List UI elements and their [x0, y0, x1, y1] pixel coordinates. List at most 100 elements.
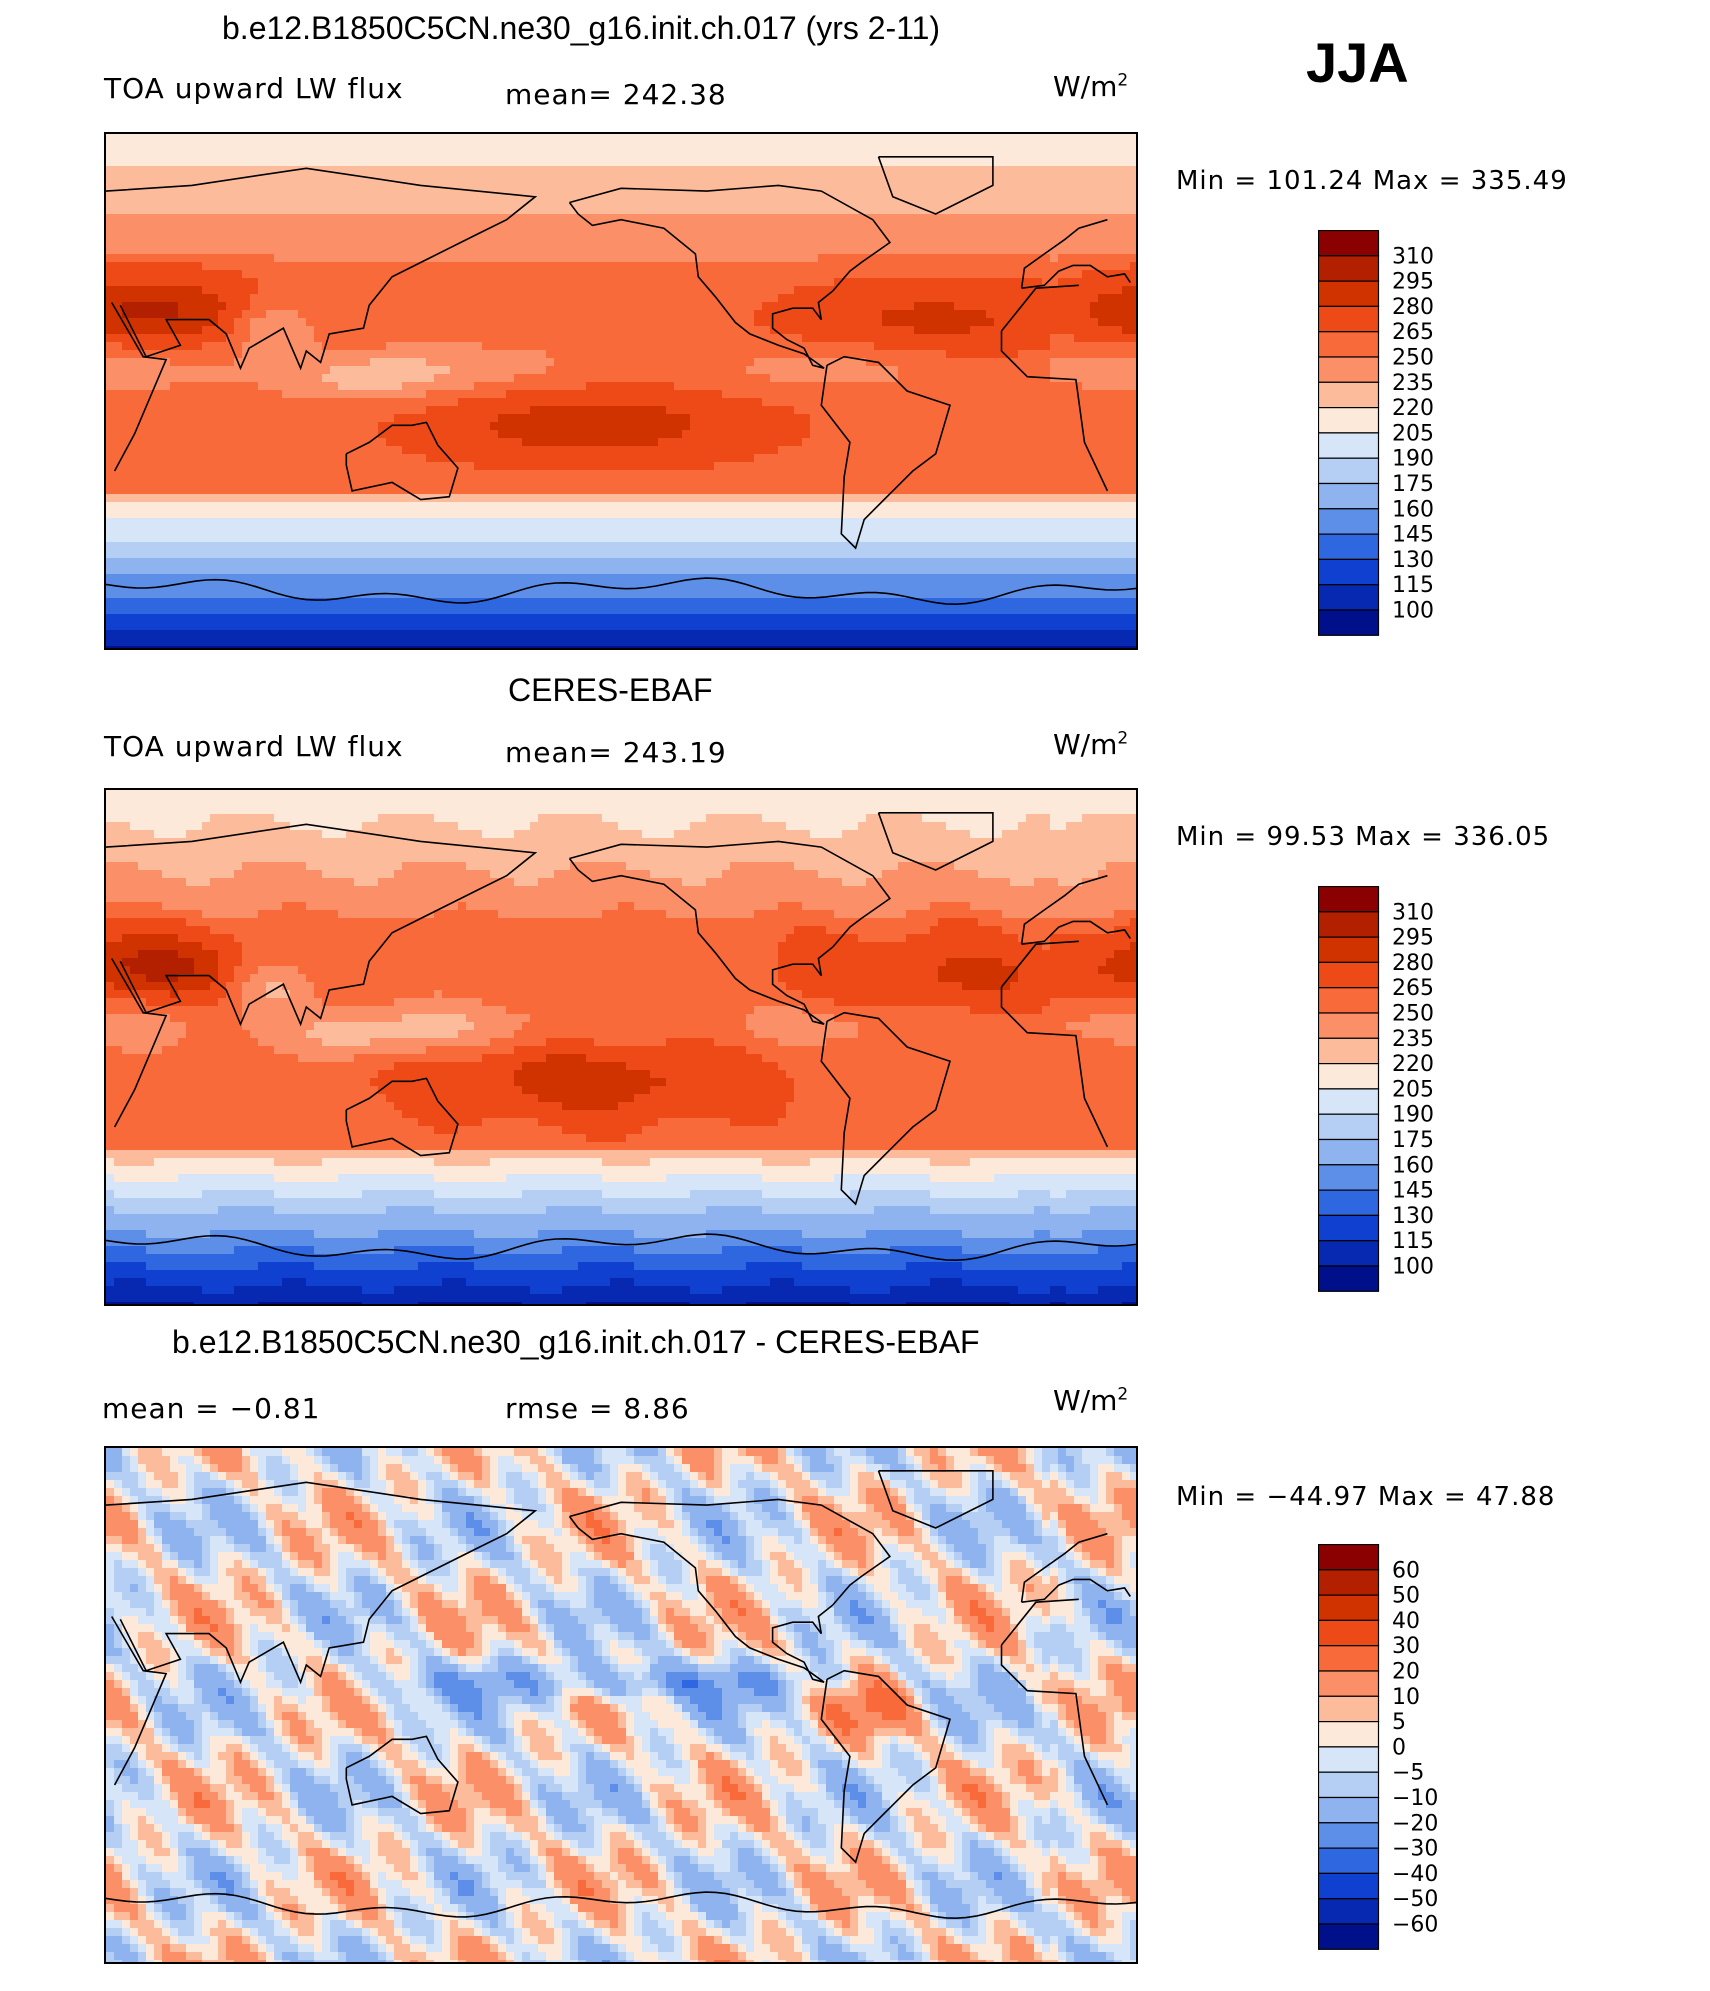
map-cell: [818, 294, 827, 303]
map-cell: [1026, 254, 1035, 263]
map-cell: [930, 238, 939, 247]
map-cell: [466, 318, 475, 327]
map-cell: [674, 310, 683, 319]
map-cell: [610, 422, 619, 431]
map-cell: [562, 206, 571, 215]
map-cell: [226, 406, 235, 415]
map-cell: [1042, 326, 1051, 335]
map-cell: [642, 414, 651, 423]
map-cell: [1114, 198, 1123, 207]
map-cell: [834, 438, 843, 447]
map-cell: [1074, 270, 1083, 279]
map-cell: [682, 230, 691, 239]
map-cell: [194, 190, 203, 199]
map-cell: [322, 398, 331, 407]
map-cell: [970, 222, 979, 231]
map-cell: [1122, 414, 1131, 423]
map-cell: [786, 166, 795, 175]
map-cell: [682, 406, 691, 415]
map-cell: [826, 374, 835, 383]
map-cell: [362, 134, 371, 143]
map-cell: [338, 166, 347, 175]
map-cell: [474, 134, 483, 143]
map-cell: [658, 430, 667, 439]
map-cell: [514, 414, 523, 423]
map-cell: [794, 366, 803, 375]
map-cell: [770, 246, 779, 255]
map-cell: [906, 182, 915, 191]
map-cell: [770, 366, 779, 375]
map-cell: [1026, 358, 1035, 367]
map-cell: [226, 342, 235, 351]
map-cell: [106, 302, 115, 311]
map-cell: [1034, 182, 1043, 191]
map-cell: [1082, 150, 1091, 159]
map-cell: [362, 222, 371, 231]
map-cell: [154, 254, 163, 263]
map-cell: [1002, 230, 1011, 239]
map-cell: [938, 214, 947, 223]
map-cell: [1106, 158, 1115, 167]
map-cell: [122, 294, 131, 303]
map-cell: [746, 182, 755, 191]
map-cell: [114, 246, 123, 255]
map-cell: [250, 166, 259, 175]
map-cell: [330, 190, 339, 199]
map-cell: [594, 430, 603, 439]
map-cell: [1098, 254, 1107, 263]
map-cell: [730, 158, 739, 167]
map-cell: [218, 294, 227, 303]
map-cell: [674, 294, 683, 303]
map-cell: [978, 238, 987, 247]
map-cell: [1034, 286, 1043, 295]
map-cell: [938, 310, 947, 319]
map-cell: [610, 310, 619, 319]
map-cell: [354, 198, 363, 207]
map-cell: [698, 166, 707, 175]
map-cell: [634, 150, 643, 159]
map-cell: [1130, 390, 1136, 399]
map-cell: [858, 174, 867, 183]
map-cell: [322, 326, 331, 335]
map-cell: [162, 366, 171, 375]
map-cell: [1122, 374, 1131, 383]
map-cell: [162, 294, 171, 303]
map-cell: [346, 150, 355, 159]
map-cell: [970, 310, 979, 319]
map-cell: [810, 206, 819, 215]
map-cell: [410, 182, 419, 191]
map-cell: [162, 166, 171, 175]
map-cell: [130, 326, 139, 335]
map-cell: [378, 438, 387, 447]
map-cell: [810, 342, 819, 351]
map-cell: [842, 294, 851, 303]
map-cell: [234, 166, 243, 175]
map-cell: [706, 422, 715, 431]
map-cell: [314, 270, 323, 279]
map-cell: [346, 390, 355, 399]
map-cell: [690, 262, 699, 271]
map-cell: [1002, 262, 1011, 271]
map-cell: [354, 158, 363, 167]
map-cell: [874, 350, 883, 359]
map-cell: [1122, 214, 1131, 223]
map-cell: [226, 206, 235, 215]
map-cell: [1018, 134, 1027, 143]
map-cell: [498, 302, 507, 311]
map-cell: [194, 174, 203, 183]
map-cell: [874, 366, 883, 375]
map-cell: [154, 382, 163, 391]
map-cell: [410, 422, 419, 431]
map-cell: [1130, 398, 1136, 407]
map-cell: [970, 166, 979, 175]
map-cell: [346, 286, 355, 295]
map-cell: [850, 166, 859, 175]
map-cell: [226, 430, 235, 439]
map-cell: [962, 302, 971, 311]
map-cell: [466, 374, 475, 383]
map-cell: [794, 430, 803, 439]
map-cell: [1090, 270, 1099, 279]
map-cell: [1074, 134, 1083, 143]
map-cell: [834, 358, 843, 367]
map-cell: [1106, 294, 1115, 303]
